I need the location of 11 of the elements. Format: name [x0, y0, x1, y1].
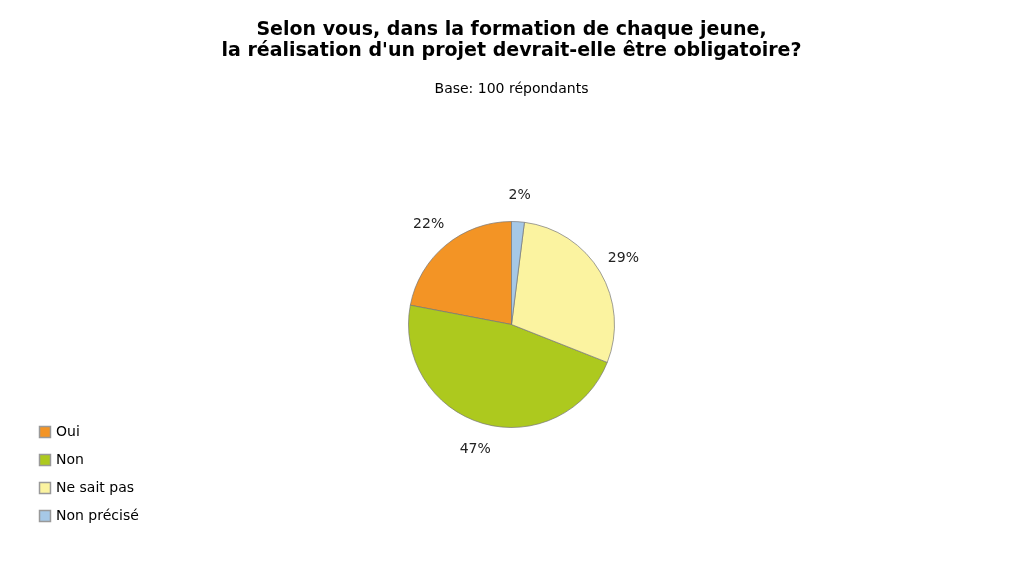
data-label: 47%: [459, 440, 491, 457]
data-label: 2%: [508, 185, 531, 202]
text: Selon vous, dans la formation de chaque jeune,: [256, 17, 767, 39]
data-label: 29%: [607, 249, 639, 266]
legend-label: Non précisé: [56, 507, 139, 523]
text: la réalisation d'un projet devrait-elle être obligatoire?: [221, 38, 802, 60]
legend-label: Oui: [56, 423, 80, 439]
data-label: 22%: [413, 215, 445, 232]
legend-label: Non: [56, 451, 84, 467]
legend-label: Ne sait pas: [56, 479, 134, 495]
chart-subtitle: Base: 100 répondants: [434, 80, 589, 96]
